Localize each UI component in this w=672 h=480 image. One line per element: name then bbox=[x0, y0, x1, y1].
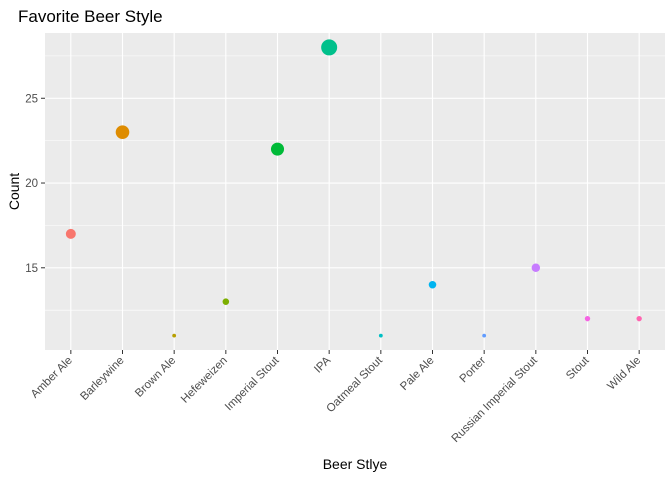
data-point bbox=[270, 142, 285, 156]
y-tick-label: 25 bbox=[25, 93, 38, 105]
x-tick-label: Brown Ale bbox=[133, 355, 178, 400]
chart-title: Favorite Beer Style bbox=[18, 7, 163, 26]
y-tick-label: 20 bbox=[25, 178, 38, 190]
gridlines bbox=[45, 33, 665, 350]
x-tick-label: Oatmeal Stout bbox=[324, 354, 385, 415]
data-point bbox=[222, 298, 230, 305]
x-tick-label: Russian Imperial Stout bbox=[450, 354, 541, 445]
data-point bbox=[65, 228, 76, 239]
y-axis-title: Count bbox=[6, 173, 22, 210]
x-tick-label: Porter bbox=[458, 355, 489, 386]
data-point bbox=[172, 333, 177, 338]
x-tick-label: Stout bbox=[564, 354, 592, 382]
x-tick-label: Hefeweizen bbox=[179, 355, 230, 406]
x-axis: Amber Ale Barleywine Brown Ale HefeweizenIm… bbox=[29, 350, 643, 445]
x-tick-label: Pale Ale bbox=[398, 355, 436, 393]
data-point bbox=[584, 315, 591, 322]
x-axis-title: Beer Stlye bbox=[323, 456, 388, 472]
data-point bbox=[636, 315, 642, 322]
data-points bbox=[65, 39, 642, 338]
data-point bbox=[378, 333, 383, 338]
data-point bbox=[531, 263, 541, 273]
x-tick-label: Imperial Stout bbox=[223, 354, 282, 413]
data-point bbox=[428, 280, 437, 289]
x-tick-label: Barleywine bbox=[78, 355, 126, 403]
data-point bbox=[321, 39, 338, 56]
x-tick-label: Amber Ale bbox=[29, 355, 75, 401]
y-axis: 15 20 25 bbox=[25, 93, 45, 275]
plot-panel bbox=[45, 33, 665, 350]
data-point bbox=[482, 333, 487, 338]
y-tick-label: 15 bbox=[25, 263, 38, 275]
x-tick-label: IPA bbox=[312, 354, 333, 375]
data-point bbox=[115, 125, 130, 139]
x-tick-label: Wild Ale bbox=[605, 355, 643, 393]
